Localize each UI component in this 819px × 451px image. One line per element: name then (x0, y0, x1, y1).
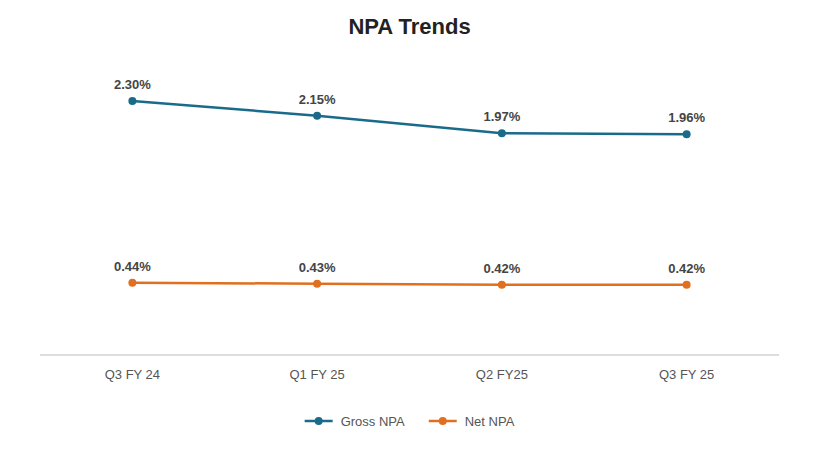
point (498, 129, 506, 137)
legend-label: Gross NPA (341, 414, 405, 429)
legend-marker (315, 417, 323, 425)
point (128, 97, 136, 105)
x-tick-label: Q3 FY 24 (105, 367, 160, 382)
chart-container: NPA Trends Q3 FY 24 Q1 FY 25 Q2 FY25 Q3 FY 2… (0, 0, 819, 451)
data-label: 0.44% (114, 259, 151, 274)
data-label: 1.96% (668, 110, 705, 125)
chart: NPA Trends Q3 FY 24 Q1 FY 25 Q2 FY25 Q3 FY 2… (0, 0, 819, 451)
x-tick-label: Q2 FY25 (476, 367, 528, 382)
legend-item: Net NPA (429, 414, 515, 429)
title: NPA Trends (348, 14, 470, 39)
data-label: 2.30% (114, 77, 151, 92)
data-labels: 2.30% 2.15% 1.97% 1.96% 0.44% 0.43% 0.42% 0.42% (114, 77, 706, 276)
legend-item: Gross NPA (305, 414, 405, 429)
x-tick-label: Q3 FY 25 (659, 367, 714, 382)
data-label: 0.42% (483, 261, 520, 276)
data-label: 2.15% (299, 92, 336, 107)
series-line (132, 101, 686, 134)
data-label: 0.42% (668, 261, 705, 276)
data-label: 0.43% (299, 260, 336, 275)
legend: Gross NPA Net NPA (305, 414, 515, 429)
plot-area (128, 97, 690, 289)
series-line (132, 283, 686, 285)
legend-label: Net NPA (465, 414, 515, 429)
legend-marker (439, 417, 447, 425)
point (313, 280, 321, 288)
data-label: 1.97% (483, 109, 520, 124)
point (683, 281, 691, 289)
x-tick-label: Q1 FY 25 (289, 367, 344, 382)
point (128, 279, 136, 287)
point (313, 112, 321, 120)
point (498, 281, 506, 289)
x-axis-line (40, 355, 779, 356)
point (683, 130, 691, 138)
